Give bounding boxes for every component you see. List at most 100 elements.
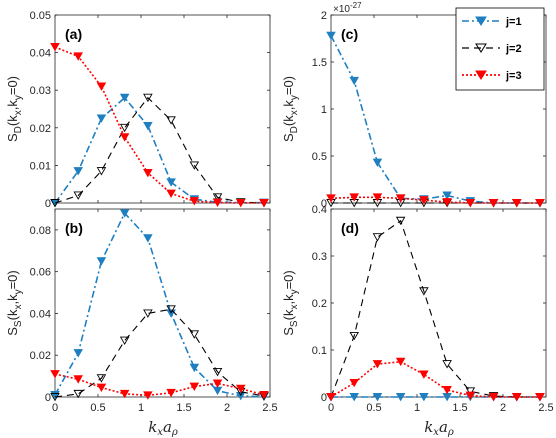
axes-box-d xyxy=(330,208,547,398)
x-tick-label: 0.5 xyxy=(90,402,105,414)
legend-entry-j3: j=3 xyxy=(462,70,522,82)
data-point-j3 xyxy=(166,388,176,398)
data-point-j2 xyxy=(395,216,406,226)
data-point-j3 xyxy=(235,384,246,394)
y-tick-label: 0 xyxy=(321,392,327,404)
data-point-j1 xyxy=(73,349,83,358)
panel-label-c: (c) xyxy=(341,26,358,42)
data-point-j3 xyxy=(212,198,223,208)
legend-label-j1: j=1 xyxy=(505,16,522,28)
y-tick-label: 0 xyxy=(321,198,327,210)
legend-label-j2: j=2 xyxy=(505,43,522,55)
data-point-j3 xyxy=(419,196,429,205)
series-line-j1 xyxy=(54,96,264,204)
panel-label-d: (d) xyxy=(341,220,359,236)
x-tick-label: 1 xyxy=(414,402,420,414)
y-tick-label: 2 xyxy=(321,10,327,22)
data-point-j3 xyxy=(235,199,246,208)
data-point-j3 xyxy=(73,52,83,61)
data-point-j2 xyxy=(419,287,429,296)
y-tick-label: 0.02 xyxy=(30,123,51,135)
data-point-j2 xyxy=(119,123,130,133)
data-point-j1 xyxy=(326,31,336,41)
x-tick-label: 1.5 xyxy=(176,402,191,414)
data-point-j2 xyxy=(96,374,107,383)
data-point-j3 xyxy=(372,193,383,202)
y-tick-label: 0.01 xyxy=(30,160,51,172)
data-point-j2 xyxy=(189,161,200,170)
data-point-j3 xyxy=(143,391,153,400)
panel-d: 0 0.5 1 1.5 2 2.5 0 0.1 0.2 0.3 0.4 SS(kx,ky=0) (d) xyxy=(281,204,554,414)
data-point-j1 xyxy=(442,191,452,200)
series-line-j2 xyxy=(54,308,265,398)
data-point-j1 xyxy=(166,178,176,187)
data-point-j3 xyxy=(419,370,429,379)
data-point-j3 xyxy=(488,199,499,208)
data-point-j2 xyxy=(119,336,130,346)
data-point-j2 xyxy=(349,331,359,341)
y-axis-label-a: SD(kx,ky=0) xyxy=(5,76,24,142)
data-point-j3 xyxy=(465,199,476,208)
y-tick-label: 0 xyxy=(45,198,51,210)
data-point-j2 xyxy=(442,360,452,369)
panel-a: 0 0.01 0.02 0.03 0.04 0.05 SD(kx,ky=0) (a) xyxy=(5,10,271,210)
data-point-j1 xyxy=(349,76,359,86)
data-point-j3 xyxy=(465,391,476,400)
data-point-j3 xyxy=(96,82,107,91)
y-axis-label-b: SS(kx,ky=0) xyxy=(5,270,24,335)
data-point-j3 xyxy=(511,199,522,208)
data-point-j3 xyxy=(73,375,83,384)
data-point-j2 xyxy=(166,305,176,314)
y-tick-label: 0.1 xyxy=(312,345,327,357)
y-tick-label: 0.3 xyxy=(312,251,327,263)
data-point-j1 xyxy=(372,158,383,167)
y-tick-label: 0.04 xyxy=(30,48,51,60)
data-point-j3 xyxy=(349,378,359,388)
data-point-j2 xyxy=(50,393,60,402)
data-point-j3 xyxy=(488,393,499,402)
data-point-j1 xyxy=(73,167,83,176)
y-tick-label: 0 xyxy=(45,392,51,404)
series-line-j1 xyxy=(54,211,265,398)
data-point-j3 xyxy=(119,389,130,399)
data-point-j3 xyxy=(535,199,545,208)
data-point-j3 xyxy=(395,194,406,203)
data-point-j3 xyxy=(119,133,130,142)
y-axis-label-d: SS(kx,ky=0) xyxy=(281,270,300,335)
y-tick-label: 0.05 xyxy=(30,10,51,22)
x-axis-label-left: kxaρ xyxy=(148,418,178,438)
x-tick-label: 0 xyxy=(328,402,334,414)
series-line-j3 xyxy=(330,360,540,398)
data-point-j3 xyxy=(259,199,269,208)
legend-box xyxy=(455,7,545,91)
y-tick-label: 0.02 xyxy=(30,350,51,362)
data-point-j1 xyxy=(143,121,153,131)
x-tick-label: 0.5 xyxy=(366,402,381,414)
y-tick-label: 1.5 xyxy=(312,57,327,69)
series-line-j3 xyxy=(54,46,264,204)
data-point-j2 xyxy=(212,367,223,377)
data-point-j2 xyxy=(50,199,60,208)
data-point-j2 xyxy=(189,330,200,339)
panel-label-b: (b) xyxy=(65,220,83,236)
panels-group: 0 0.01 0.02 0.03 0.04 0.05 SD(kx,ky=0) (a) 0 0.5 1… xyxy=(5,1,554,414)
data-point-j2 xyxy=(212,193,223,202)
data-point-j2 xyxy=(96,167,107,176)
panel-label-a: (a) xyxy=(65,26,82,42)
data-point-j1 xyxy=(189,363,200,373)
y-tick-label: 0.2 xyxy=(312,298,327,310)
y-tick-label: 0.03 xyxy=(30,85,51,97)
data-point-j1 xyxy=(96,114,107,123)
data-point-j1 xyxy=(349,393,359,402)
data-point-j2 xyxy=(143,309,153,318)
x-tick-label: 1 xyxy=(138,402,144,414)
x-tick-label: 2 xyxy=(224,402,230,414)
data-point-j3 xyxy=(442,386,452,395)
data-point-j3 xyxy=(96,383,107,393)
data-point-j3 xyxy=(189,197,200,206)
data-point-j3 xyxy=(166,189,176,199)
y-tick-label: 0.4 xyxy=(312,204,327,216)
data-point-j2 xyxy=(73,389,83,399)
x-tick-label: 2.5 xyxy=(262,402,277,414)
